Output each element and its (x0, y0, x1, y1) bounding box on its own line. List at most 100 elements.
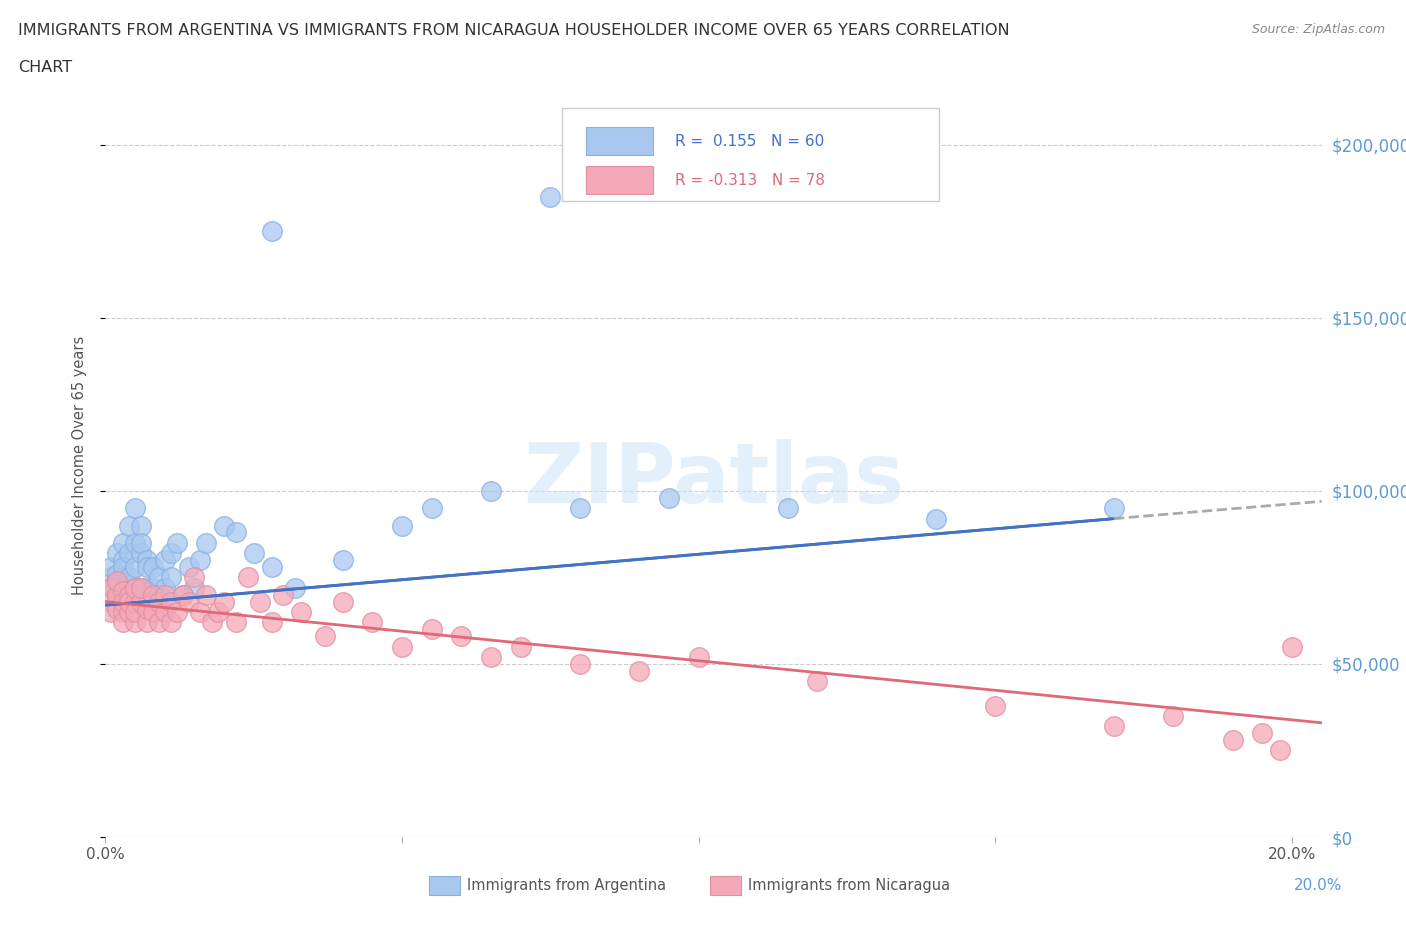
Point (159, 570, 181, 585)
Point (1268, 743, 1291, 758)
Point (118, 594, 141, 609)
Point (105, 601, 128, 616)
Point (112, 594, 135, 609)
Point (361, 615, 384, 630)
Point (172, 588, 194, 603)
Point (148, 615, 170, 630)
Point (183, 580, 205, 595)
Point (195, 588, 218, 603)
Text: ZIPatlas: ZIPatlas (523, 439, 904, 521)
Point (260, 615, 283, 630)
Point (1222, 733, 1244, 748)
Point (100, 580, 122, 595)
Point (569, 501, 592, 516)
Point (225, 525, 247, 540)
Point (332, 552, 354, 567)
Point (195, 536, 218, 551)
Point (124, 536, 146, 551)
Point (118, 588, 141, 603)
Bar (586, 127, 652, 155)
Point (124, 615, 146, 630)
Point (212, 518, 235, 533)
Point (391, 518, 413, 533)
Point (159, 546, 181, 561)
Point (148, 588, 170, 603)
Point (124, 580, 146, 595)
Point (105, 588, 128, 603)
Bar (586, 166, 652, 194)
Point (118, 604, 141, 619)
Point (105, 574, 128, 589)
Point (100, 604, 122, 619)
Point (538, 190, 561, 205)
Point (658, 490, 681, 505)
Point (925, 512, 948, 526)
Point (118, 518, 141, 533)
Point (112, 594, 135, 609)
Bar (710, 876, 741, 895)
Point (172, 588, 194, 603)
Point (124, 560, 146, 575)
Point (112, 552, 135, 567)
Point (166, 536, 188, 551)
FancyBboxPatch shape (561, 108, 939, 201)
Point (260, 224, 283, 239)
Point (776, 501, 799, 516)
Point (284, 580, 307, 595)
Point (225, 615, 247, 630)
Point (100, 560, 122, 575)
Point (166, 604, 188, 619)
Point (112, 560, 135, 575)
Point (290, 604, 312, 619)
Point (105, 546, 128, 561)
Point (142, 580, 165, 595)
Point (142, 588, 165, 603)
Text: Immigrants from Argentina: Immigrants from Argentina (467, 878, 666, 893)
Point (105, 566, 128, 581)
Point (159, 594, 181, 609)
Point (100, 570, 122, 585)
Point (509, 639, 531, 654)
Point (249, 594, 271, 609)
Point (260, 560, 283, 575)
Point (1163, 709, 1185, 724)
Point (112, 580, 135, 595)
Text: Source: ZipAtlas.com: Source: ZipAtlas.com (1251, 23, 1385, 36)
Point (118, 588, 141, 603)
Point (129, 518, 152, 533)
Point (212, 594, 235, 609)
Point (118, 570, 141, 585)
Point (129, 580, 152, 595)
Point (136, 560, 159, 575)
Point (314, 629, 336, 644)
Point (1102, 719, 1125, 734)
Point (420, 622, 443, 637)
Point (159, 615, 181, 630)
Point (273, 588, 295, 603)
Point (112, 604, 135, 619)
Point (118, 546, 141, 561)
Point (129, 536, 152, 551)
Text: Immigrants from Nicaragua: Immigrants from Nicaragua (748, 878, 950, 893)
Point (1251, 725, 1274, 740)
Point (129, 546, 152, 561)
Point (479, 650, 502, 665)
Point (242, 546, 264, 561)
Point (148, 570, 170, 585)
Point (207, 604, 229, 619)
Text: R =  0.155   N = 60: R = 0.155 N = 60 (675, 134, 824, 149)
Point (100, 594, 122, 609)
Point (142, 560, 165, 575)
Point (136, 601, 159, 616)
Point (136, 615, 159, 630)
Point (136, 552, 159, 567)
Point (148, 594, 170, 609)
Bar (429, 876, 460, 895)
Point (124, 604, 146, 619)
Point (190, 552, 212, 567)
Text: 20.0%: 20.0% (1295, 878, 1343, 893)
Point (177, 594, 200, 609)
Point (112, 570, 135, 585)
Point (153, 604, 176, 619)
Point (124, 501, 146, 516)
